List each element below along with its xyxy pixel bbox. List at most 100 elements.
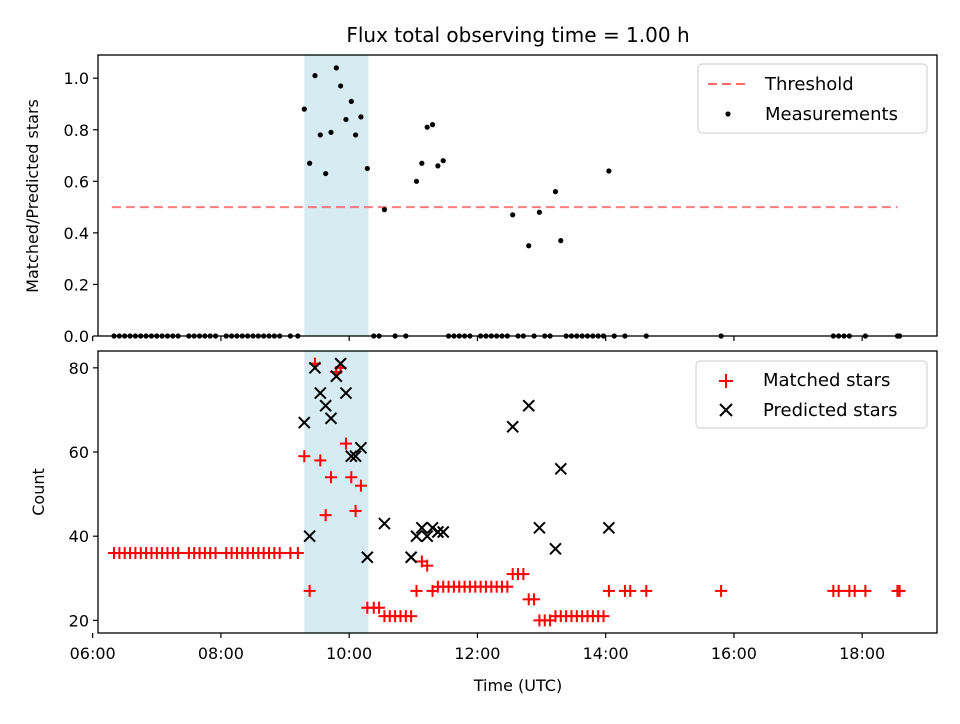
measurement-point	[338, 83, 344, 89]
bottom-y-axis-label: Count	[29, 468, 48, 516]
measurement-point	[536, 209, 543, 215]
matched-star-point	[421, 559, 434, 572]
bottom-plot-frame	[97, 350, 938, 634]
matched-star-point	[832, 584, 845, 597]
measurement-point	[552, 189, 559, 195]
legend-threshold-label: Threshold	[764, 74, 854, 95]
x-tick-label: 08:00	[198, 644, 244, 663]
chart-title: Flux total observing time = 1.00 h	[346, 23, 689, 47]
matched-star-point	[314, 454, 327, 467]
predicted-star-point	[334, 357, 347, 370]
x-axis-label: Time (UTC)	[473, 676, 562, 695]
predicted-star-point	[308, 361, 322, 375]
predicted-star-point	[533, 521, 546, 534]
matched-star-point	[405, 610, 418, 623]
legend-measurement-swatch	[725, 111, 731, 117]
matched-star-point	[517, 568, 530, 581]
top-y-tick-label: 0.6	[64, 172, 89, 191]
bottom-legend-box	[695, 360, 928, 429]
matched-star-point	[324, 471, 337, 484]
matched-star-point	[410, 584, 423, 597]
matched-star-point	[859, 584, 872, 597]
matched-star-point	[624, 584, 637, 597]
matched-star-point	[345, 471, 358, 484]
matched-star-point	[172, 547, 185, 560]
matched-star-point	[373, 601, 386, 614]
measurement-point	[301, 106, 307, 112]
predicted-star-point	[404, 551, 418, 564]
measurement-point	[307, 160, 313, 166]
count-panel: 20 40 60 80 06:00 08:00 10:00 12:00 14:00 16:00 1…	[29, 350, 938, 695]
matched-star-point	[602, 584, 615, 597]
matched-star-point	[501, 580, 514, 593]
predicted-star-point	[361, 551, 374, 564]
measurement-point	[435, 163, 441, 169]
bottom-y-tick-label: 40	[69, 527, 89, 546]
matched-star-point	[339, 437, 352, 450]
measurement-point	[358, 114, 364, 120]
matched-star-point	[303, 584, 316, 597]
x-tick-label: 18:00	[839, 644, 885, 663]
predicted-star-point	[330, 370, 343, 383]
top-y-tick-label: 1.0	[64, 69, 89, 88]
top-y-tick-label: 0.0	[64, 327, 89, 346]
measurement-point	[558, 238, 564, 244]
measurement-point	[323, 170, 329, 177]
bottom-y-tick-label: 80	[69, 359, 89, 378]
top-observing-span	[304, 55, 369, 336]
matched-star-point	[354, 479, 367, 492]
top-y-tick-label: 0.4	[64, 224, 89, 243]
predicted-star-point	[354, 441, 368, 455]
predicted-star-point	[437, 525, 450, 539]
ratio-panel: 0.0 0.2 0.4 0.6 0.8 1.0 Flux total observing …	[23, 23, 938, 346]
matched-star-point	[715, 584, 728, 597]
predicted-star-point	[324, 412, 338, 425]
legend-measurements-label: Measurements	[765, 104, 898, 125]
top-y-axis-label: Matched/Predicted stars	[23, 99, 42, 293]
matched-star-point	[848, 584, 861, 597]
bottom-y-tick-label: 20	[69, 611, 89, 630]
top-y-axis-ticks: 0.0 0.2 0.4 0.6 0.8 1.0	[64, 69, 98, 346]
bottom-legend: Matched stars Predicted stars	[695, 360, 928, 429]
predicted-star-point	[378, 517, 391, 530]
top-legend-box	[697, 63, 928, 134]
top-y-tick-label: 0.8	[64, 121, 89, 140]
predicted-star-point	[415, 521, 429, 534]
measurement-point	[364, 165, 370, 172]
measurement-point	[526, 243, 532, 249]
measurement-point	[510, 212, 516, 218]
top-plot-frame	[97, 54, 938, 337]
measurement-point	[343, 116, 349, 123]
predicted-star-point	[319, 399, 332, 412]
measurement-point	[424, 124, 430, 130]
predicted-star-point	[303, 529, 316, 543]
x-tick-label: 16:00	[711, 644, 757, 663]
predicted-star-point	[431, 525, 445, 539]
legend-predicted-label: Predicted stars	[763, 400, 897, 421]
x-tick-label: 14:00	[583, 644, 629, 663]
matched-star-point	[209, 547, 222, 560]
bottom-x-axis-ticks: 06:00 08:00 10:00 12:00 14:00 16:00 18:00	[70, 633, 885, 663]
x-tick-label: 10:00	[326, 644, 372, 663]
matched-star-point	[597, 610, 610, 623]
count-points	[108, 357, 906, 627]
legend-matched-swatch	[719, 374, 733, 388]
measurement-point	[413, 178, 420, 184]
measurement-point	[317, 132, 323, 138]
predicted-star-point	[602, 521, 616, 534]
legend-matched-label: Matched stars	[763, 370, 890, 391]
measurement-point	[352, 132, 359, 138]
measurement-point	[381, 207, 388, 213]
predicted-star-point	[349, 450, 362, 463]
measurement-points	[111, 65, 903, 339]
predicted-star-point	[298, 416, 311, 429]
legend-predicted-swatch	[719, 403, 733, 417]
predicted-star-point	[522, 399, 535, 412]
matched-star-point	[273, 547, 286, 560]
matched-star-point	[319, 509, 332, 522]
predicted-star-point	[554, 462, 567, 476]
predicted-star-point	[506, 420, 519, 433]
predicted-star-point	[420, 529, 434, 543]
predicted-star-point	[339, 386, 353, 400]
